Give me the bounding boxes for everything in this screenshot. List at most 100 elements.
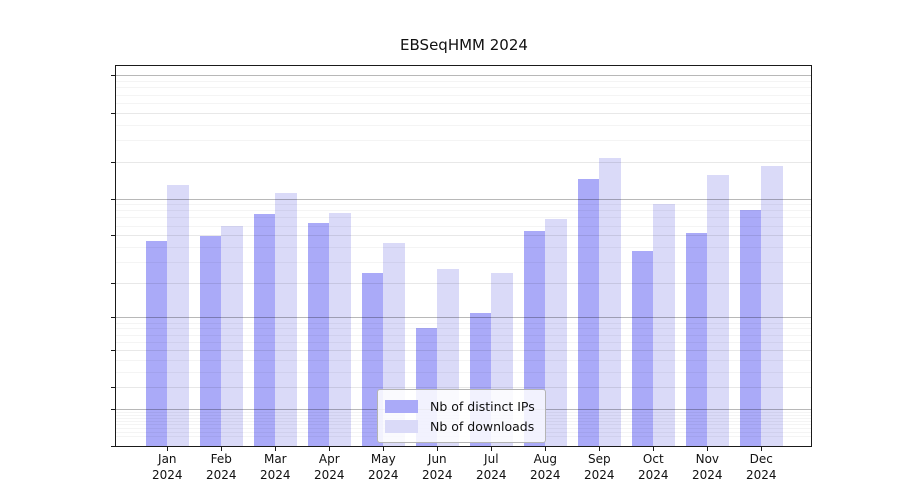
- gridline-minor: [116, 204, 811, 206]
- month-year: 2024: [260, 467, 291, 482]
- x-tick-apr: [329, 447, 331, 451]
- gridline-minor: [116, 102, 811, 104]
- bar-downloads-oct: [653, 204, 675, 446]
- bar-downloads-sep: [599, 157, 621, 446]
- x-tick-label-dec: Dec 2024: [746, 452, 777, 483]
- x-tick-oct: [653, 447, 655, 451]
- bar-downloads-aug: [545, 218, 567, 446]
- gridline-minor: [116, 359, 811, 361]
- bar-distinct-ips-nov: [685, 233, 708, 446]
- x-tick-label-feb: Feb 2024: [206, 452, 237, 483]
- x-tick-dec: [761, 447, 763, 451]
- gridline-20: [116, 282, 811, 284]
- y-tick-label-20: 20: [0, 276, 107, 290]
- y-tick-10: [111, 317, 115, 319]
- x-tick-label-aug: Aug 2024: [530, 452, 561, 483]
- month-name: Mar: [263, 452, 287, 466]
- plot-area: 01251020501002005001000 Jan2024Feb2024Ma…: [111, 65, 812, 482]
- legend: Nb of distinct IPs Nb of downloads: [377, 389, 546, 443]
- month-name: May: [370, 452, 396, 466]
- month-year: 2024: [638, 467, 669, 482]
- bar-distinct-ips-dec: [739, 210, 762, 446]
- gridline-minor: [116, 87, 811, 89]
- month-name: Jun: [427, 452, 447, 466]
- bar-downloads-mar: [275, 193, 297, 446]
- x-tick-aug: [545, 447, 547, 451]
- gridline-minor: [116, 217, 811, 219]
- month-name: Feb: [210, 452, 232, 466]
- bar-downloads-apr: [329, 213, 351, 446]
- gridline-500: [116, 112, 811, 114]
- x-tick-label-mar: Mar 2024: [260, 452, 291, 483]
- gridline-minor: [116, 81, 811, 83]
- y-tick-200: [111, 161, 115, 163]
- y-axis: 01251020501002005001000: [111, 66, 811, 447]
- y-tick-100: [111, 198, 115, 200]
- bar-downloads-dec: [761, 166, 783, 446]
- bar-distinct-ips-apr: [307, 222, 330, 446]
- month-year: 2024: [314, 467, 345, 482]
- month-name: Nov: [695, 452, 720, 466]
- gridline-minor: [116, 334, 811, 336]
- x-tick-may: [383, 447, 385, 451]
- x-axis: Jan 2024 Feb 2024 Mar 2024 Apr 2024 May 2024 Jun 20…: [116, 66, 811, 482]
- gridline-minor: [116, 124, 811, 126]
- gridline-minor: [116, 225, 811, 227]
- gridline-10: [116, 317, 811, 319]
- month-name: Dec: [749, 452, 773, 466]
- y-tick-label-1000: 1000: [0, 68, 107, 82]
- gridline-minor: [116, 210, 811, 212]
- gridline-minor: [116, 341, 811, 343]
- x-tick-jul: [491, 447, 493, 451]
- month-name: Apr: [318, 452, 340, 466]
- bar-distinct-ips-jan: [145, 240, 168, 446]
- y-tick-20: [111, 282, 115, 284]
- month-name: Jan: [158, 452, 177, 466]
- gridline-50: [116, 235, 811, 237]
- x-tick-mar: [275, 447, 277, 451]
- bar-distinct-ips-sep: [577, 178, 600, 446]
- bar-distinct-ips-feb: [199, 236, 222, 446]
- gridline-minor: [116, 328, 811, 330]
- legend-swatch-downloads: [385, 419, 418, 433]
- y-tick-label-5: 5: [0, 343, 107, 357]
- legend-item-downloads: Nb of downloads: [385, 416, 535, 436]
- legend-label-distinct-ips: Nb of distinct IPs: [430, 398, 535, 414]
- y-tick-label-1: 1: [0, 402, 107, 416]
- gridline-1000: [116, 75, 811, 77]
- y-tick-label-2: 2: [0, 380, 107, 394]
- month-name: Oct: [642, 452, 664, 466]
- x-tick-label-apr: Apr 2024: [314, 452, 345, 483]
- bar-downloads-jan: [167, 185, 189, 446]
- bar-downloads-feb: [221, 225, 243, 446]
- y-tick-500: [111, 112, 115, 114]
- month-name: Jul: [484, 452, 499, 466]
- y-tick-50: [111, 235, 115, 237]
- x-tick-label-jun: Jun 2024: [422, 452, 453, 483]
- y-tick-label-10: 10: [0, 310, 107, 324]
- x-tick-jan: [167, 447, 169, 451]
- month-year: 2024: [368, 467, 399, 482]
- x-tick-jun: [437, 447, 439, 451]
- legend-swatch-distinct-ips: [385, 399, 418, 413]
- x-tick-feb: [221, 447, 223, 451]
- gridline-minor: [116, 246, 811, 248]
- month-year: 2024: [422, 467, 453, 482]
- y-tick-2: [111, 387, 115, 389]
- month-year: 2024: [584, 467, 615, 482]
- gridline-minor: [116, 322, 811, 324]
- month-name: Aug: [533, 452, 558, 466]
- y-tick-label-50: 50: [0, 228, 107, 242]
- bar-distinct-ips-mar: [253, 214, 276, 446]
- y-tick-5: [111, 349, 115, 351]
- y-tick-1000: [111, 75, 115, 77]
- chart-title: EBSeqHMM 2024: [400, 36, 528, 54]
- gridline-2: [116, 387, 811, 389]
- x-tick-label-sep: Sep 2024: [584, 452, 615, 483]
- month-year: 2024: [206, 467, 237, 482]
- month-year: 2024: [152, 467, 183, 482]
- gridline-minor: [116, 371, 811, 373]
- x-tick-label-jan: Jan 2024: [152, 452, 183, 483]
- y-tick-label-500: 500: [0, 106, 107, 120]
- month-name: Sep: [587, 452, 611, 466]
